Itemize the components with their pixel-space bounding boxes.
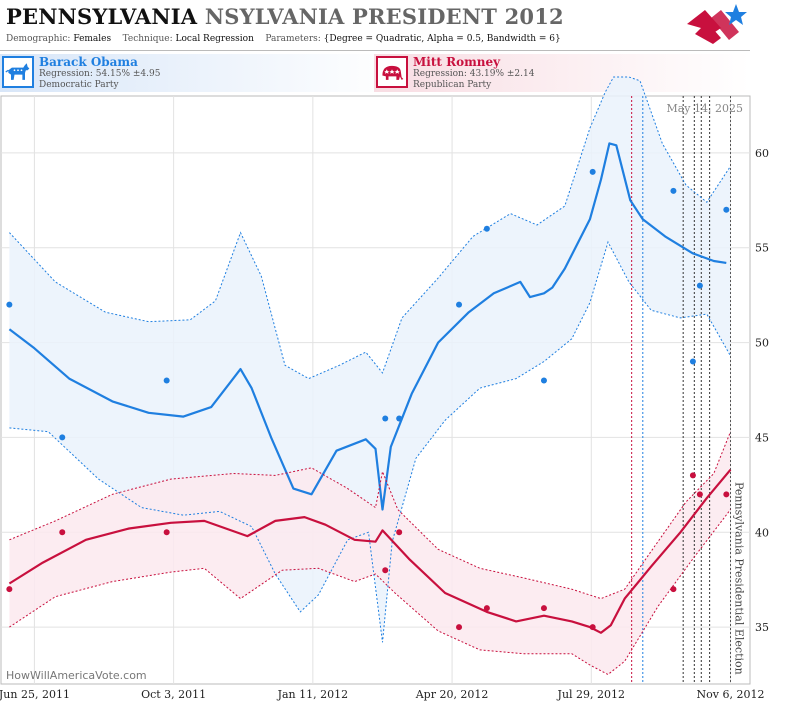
x-tick-label: Apr 20, 2012 [415,688,489,701]
candidate-party: Republican Party [413,80,492,90]
candidate-romney: Mitt Romney Regression: 43.19% ±2.14 Rep… [374,54,750,92]
x-tick-label: Nov 6, 2012 [697,688,765,701]
candidate-name: Barack Obama [39,55,138,69]
data-point [59,434,66,441]
demographic-label: Demographic: [6,34,71,44]
y-tick-label: 60 [755,147,769,160]
data-point [483,605,490,612]
data-point [696,282,703,289]
candidate-name: Mitt Romney [413,55,501,69]
data-point [456,301,463,308]
data-point [59,529,66,536]
title-sub: NSYLVANIA PRESIDENT 2012 [204,4,564,29]
technique-label: Technique: [122,34,173,44]
data-point [396,529,403,536]
parameters-label: Parameters: [265,34,321,44]
demographic-value: Females [73,34,112,44]
data-point [163,529,170,536]
upper-bound-line [9,76,731,380]
y-tick-label: 40 [755,526,769,539]
candidate-party: Democratic Party [39,80,119,90]
y-tick-label: 45 [755,431,769,444]
data-point [540,605,547,612]
trend-line [8,142,727,511]
page-title: PENNSYLVANIA NSYLVANIA PRESIDENT 2012 [6,4,564,29]
y-tick-label: 55 [755,242,769,255]
x-tick-label: Jul 29, 2012 [557,688,626,701]
data-point [670,586,677,593]
election-label: Pennsylvania Presidential Election [733,482,746,675]
parameters-line: Demographic: Females Technique: Local Re… [6,34,561,44]
y-tick-label: 35 [755,621,769,634]
data-point [382,415,389,422]
data-point [382,567,389,574]
data-point [6,586,13,593]
donkey-icon [2,56,34,88]
data-point [540,377,547,384]
data-point [6,301,13,308]
data-point [483,225,490,232]
watermark: HowWillAmericaVote.com [6,669,147,682]
data-point [163,377,170,384]
data-point [670,187,677,194]
trend-line [8,468,732,634]
data-point [723,206,730,213]
data-point [689,472,696,479]
elephant-icon [376,56,408,88]
site-logo [687,4,747,44]
title-main: PENNSYLVANIA [6,4,198,29]
data-point [589,168,596,175]
technique-value: Local Regression [175,34,254,44]
candidate-obama: Barack Obama Regression: 54.15% ±4.95 De… [0,54,395,92]
upper-bound-line [9,431,731,600]
x-tick-label: Jun 25, 2011 [0,688,70,701]
x-tick-label: Oct 3, 2011 [141,688,206,701]
header-divider [0,50,750,51]
date-stamp: May 14, 2025 [666,102,743,115]
confidence-band [9,431,731,675]
data-point [396,415,403,422]
data-point [589,624,596,631]
parameters-value: {Degree = Quadratic, Alpha = 0.5, Bandwi… [323,34,561,44]
data-point [696,491,703,498]
candidate-regression: Regression: 43.19% ±2.14 [413,69,535,79]
lower-bound-line [9,509,731,676]
candidate-regression: Regression: 54.15% ±4.95 [39,69,161,79]
data-point [689,358,696,365]
data-point [456,624,463,631]
x-tick-label: Jan 11, 2012 [277,688,349,701]
y-tick-label: 50 [755,337,769,350]
data-point [723,491,730,498]
